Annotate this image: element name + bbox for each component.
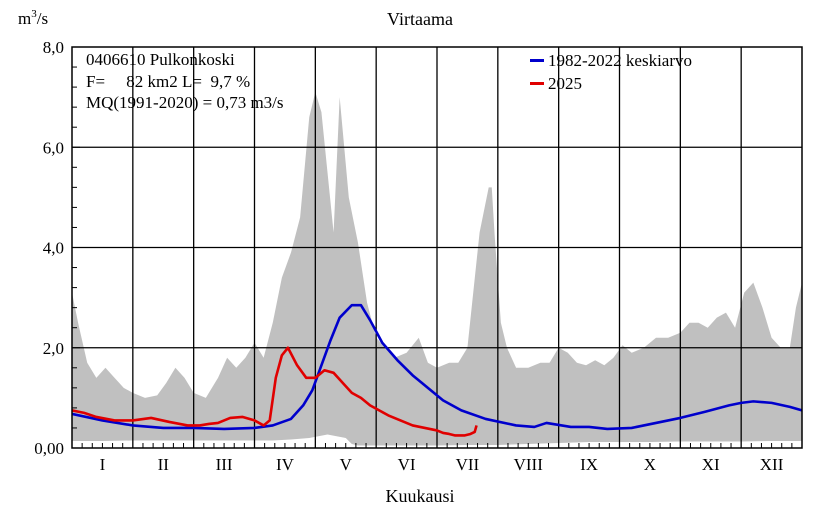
unit-base: m [18,9,32,28]
series-line-layer [72,303,802,437]
legend-swatch-mean [530,59,544,62]
y-tick-label: 2,0 [43,339,64,358]
x-tick-label: XI [702,455,720,474]
legend-item-mean: 1982-2022 keskiarvo [530,49,692,72]
station-info: 0406610 Pulkonkoski F= 82 km2 L= 9,7 % MQ(… [86,49,284,114]
x-tick-label: X [644,455,656,474]
station-area: F= 82 km2 L= 9,7 % [86,71,251,91]
legend-label-2025: 2025 [548,74,582,93]
y-tick-label: 4,0 [43,239,64,258]
x-tick-label: VI [398,455,416,474]
chart-title: Virtaama [387,9,453,29]
legend-label-mean: 1982-2022 keskiarvo [548,51,693,70]
line-2025 [72,346,478,437]
station-name: 0406610 Pulkonkoski [86,50,235,69]
y-tick-label: 8,0 [43,38,64,57]
legend-swatch-2025 [530,82,544,85]
x-tick-label: III [216,455,233,474]
x-tick-label: XII [760,455,784,474]
y-axis-unit: m3/s [18,8,48,29]
y-axis-ticks: 0,00 2,0 4,0 6,0 8,0 [34,38,80,458]
x-tick-label: VII [456,455,480,474]
x-tick-label: II [158,455,170,474]
x-tick-label: I [100,455,106,474]
x-tick-label: IX [580,455,598,474]
unit-suffix: /s [36,9,49,28]
y-tick-label: 0,00 [34,439,64,458]
x-tick-label: V [340,455,353,474]
unit-exponent: 3 [31,8,37,20]
legend-item-2025: 2025 [530,72,692,95]
x-tick-label: VIII [514,455,544,474]
y-tick-label: 6,0 [43,138,64,157]
x-axis-ticks: I II III IV V VI VII VIII IX X XI XII [81,443,793,474]
x-tick-label: IV [276,455,295,474]
legend: 1982-2022 keskiarvo 2025 [530,49,692,95]
x-axis-label: Kuukausi [385,486,455,506]
station-mq: MQ(1991-2020) = 0,73 m3/s [86,93,284,112]
